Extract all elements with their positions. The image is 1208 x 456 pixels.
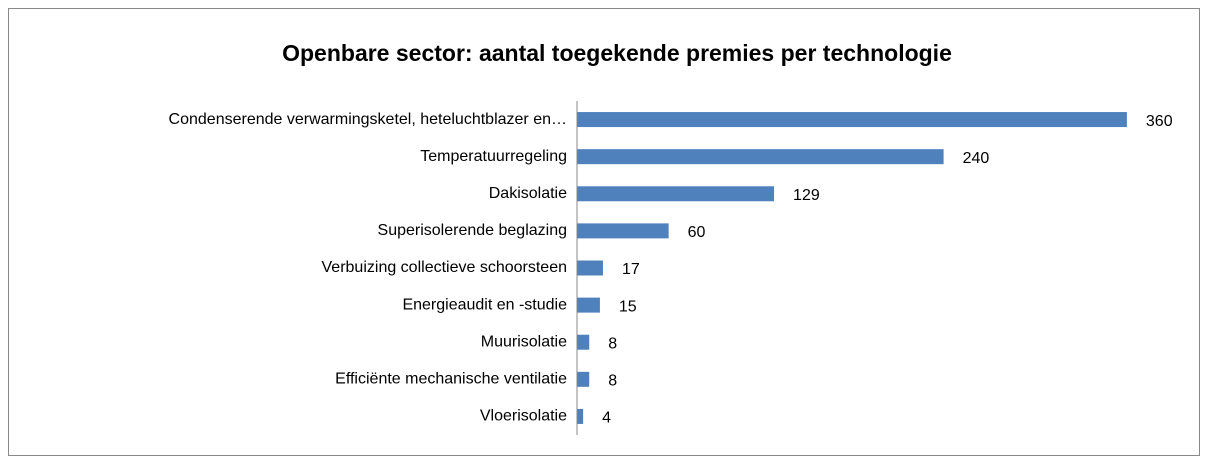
bar: [577, 297, 600, 313]
bar: [577, 223, 669, 239]
data-label: 129: [793, 187, 820, 204]
bar: [577, 112, 1127, 128]
data-label: 15: [619, 298, 637, 315]
data-label: 240: [963, 150, 990, 167]
y-tick-label: Energieaudit en -studie: [402, 296, 567, 313]
y-tick-label: Verbuizing collectieve schoorsteen: [322, 259, 567, 276]
data-label: 8: [608, 373, 617, 390]
y-tick-label: Condenserende verwarmingsketel, heteluch…: [169, 111, 567, 128]
y-tick-label: Efficiënte mechanische ventilatie: [335, 371, 567, 388]
y-tick-label: Superisolerende beglazing: [378, 222, 567, 239]
bar: [577, 149, 944, 165]
data-label: 60: [688, 224, 706, 241]
y-tick-label: Temperatuurregeling: [420, 148, 567, 165]
chart-title: Openbare sector: aantal toegekende premi…: [282, 40, 952, 66]
data-label: 360: [1146, 113, 1173, 130]
bar: [577, 186, 775, 202]
bar: [577, 408, 584, 424]
y-tick-label: Dakisolatie: [489, 185, 567, 202]
bar: [577, 371, 590, 387]
bar: [577, 260, 603, 276]
bar: [577, 334, 590, 350]
data-label: 4: [602, 410, 611, 427]
data-label: 8: [608, 335, 617, 352]
data-label: 17: [622, 261, 640, 278]
y-tick-label: Muurisolatie: [481, 333, 567, 350]
y-tick-label: Vloerisolatie: [480, 408, 567, 425]
